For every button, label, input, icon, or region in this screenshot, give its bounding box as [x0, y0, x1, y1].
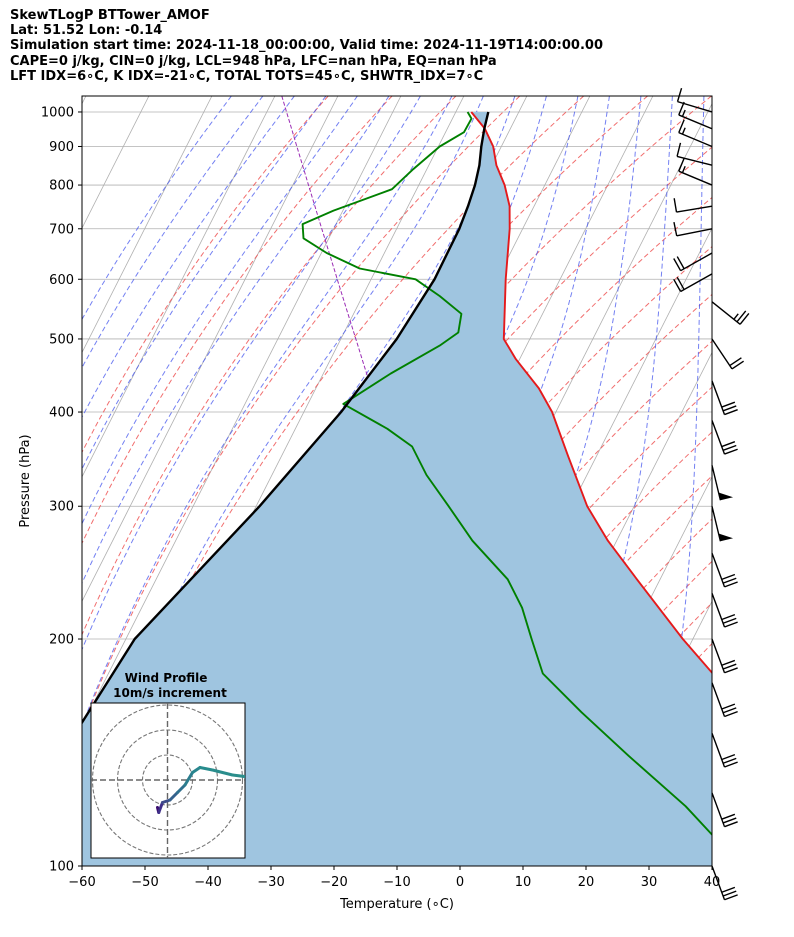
x-tick-label: −30 [257, 875, 284, 890]
x-tick-label: −20 [320, 875, 347, 890]
hodograph-segment [183, 771, 194, 787]
wind-barb [673, 252, 713, 272]
hodograph-segment [231, 773, 245, 779]
y-tick-label: 700 [49, 222, 74, 237]
wind-barbs [673, 88, 750, 901]
wind-barb [673, 221, 713, 237]
wind-barb [711, 638, 738, 674]
title-station: SkewTLogP BTTower_AMOF [10, 8, 210, 23]
hodograph-segment [168, 791, 179, 802]
cin-cape-fill [82, 112, 712, 866]
y-tick-label: 500 [49, 332, 74, 347]
dry-adiabat [82, 96, 521, 729]
wind-barb [711, 380, 738, 416]
x-axis-label: Temperature (∘C) [339, 897, 454, 912]
x-tick-label: 10 [515, 875, 532, 890]
wind-barb [678, 101, 713, 130]
isotherm [82, 96, 339, 603]
wind-barb [711, 338, 745, 370]
chart-title-block: SkewTLogP BTTower_AMOF Lat: 51.52 Lon: -… [10, 8, 603, 84]
moist-adiabat [82, 96, 358, 525]
isotherm [82, 96, 150, 229]
dry-adiabat [82, 96, 393, 545]
y-tick-label: 300 [49, 500, 74, 515]
y-tick-label: 400 [49, 406, 74, 421]
x-tick-label: −50 [131, 875, 158, 890]
y-tick-label: 800 [49, 179, 74, 194]
moist-adiabat [101, 96, 516, 866]
y-tick-label: 1000 [41, 105, 74, 120]
isotherm [82, 96, 87, 105]
y-axis: 1000 900 800 700 600 500 400 300 200 100 [41, 105, 82, 875]
wind-barb [678, 119, 713, 148]
moist-adiabat [82, 96, 295, 419]
x-tick-label: −40 [194, 875, 221, 890]
wind-barb [676, 88, 713, 113]
hodograph-segment [211, 768, 234, 777]
y-tick-label: 900 [49, 140, 74, 155]
inset-subtitle: 10m/s increment [113, 686, 227, 700]
moist-adiabat [628, 96, 705, 866]
moist-adiabat [82, 96, 327, 470]
wind-barb [678, 158, 713, 186]
moist-adiabat [82, 96, 421, 651]
isotherm [703, 849, 712, 866]
title-location: Lat: 51.52 Lon: -0.14 [10, 23, 163, 39]
moist-adiabat [82, 96, 453, 728]
y-axis-label: Pressure (hPa) [18, 434, 33, 527]
hodograph-segment [198, 766, 214, 772]
wind-barb [711, 552, 738, 588]
moist-adiabat [82, 96, 232, 321]
wind-barb [673, 198, 713, 213]
y-tick-label: 600 [49, 273, 74, 288]
hodograph-segment [176, 783, 187, 794]
x-tick-label: −60 [68, 875, 95, 890]
x-tick-label: 0 [456, 875, 464, 890]
dewpoint-line [301, 111, 712, 837]
wind-barb [676, 142, 713, 166]
y-tick-label: 100 [49, 860, 74, 875]
moist-adiabat [82, 96, 484, 819]
moist-adiabat [82, 96, 390, 585]
x-axis: −60 −50 −40 −30 −20 −10 0 10 20 30 40 [68, 866, 720, 890]
isotherm [82, 96, 213, 354]
parcel-line [82, 111, 490, 725]
x-tick-label: 20 [578, 875, 595, 890]
wind-barb [711, 732, 738, 768]
wind-barb [711, 593, 738, 628]
isotherm [82, 96, 276, 478]
x-tick-label: 40 [704, 875, 721, 890]
title-indices-line: LFT IDX=6∘C, K IDX=-21∘C, TOTAL TOTS=45∘… [10, 68, 484, 84]
moist-adiabat [82, 96, 264, 369]
hodograph-inset: Wind Profile 10m/s increment [90, 671, 246, 859]
wind-barb [711, 420, 738, 455]
wind-barb [711, 506, 734, 542]
stable-area-shading [82, 112, 712, 866]
wind-barb [711, 792, 738, 828]
wind-barb [711, 682, 738, 718]
wind-barb [711, 465, 734, 501]
hodograph-segment [191, 766, 202, 774]
wind-barb [711, 301, 750, 325]
hodograph-segment [157, 801, 164, 814]
profile-lines [82, 111, 712, 837]
title-cape-line: CAPE=0 j/kg, CIN=0 j/kg, LCL=948 hPa, LF… [10, 53, 497, 69]
inset-title: Wind Profile [125, 671, 208, 685]
title-times: Simulation start time: 2024-11-18_00:00:… [10, 38, 603, 54]
wind-barb [673, 273, 713, 293]
y-tick-label: 200 [49, 633, 74, 648]
x-tick-label: 30 [641, 875, 658, 890]
wind-barb [711, 865, 738, 901]
temperature-line [470, 111, 712, 675]
x-tick-label: −10 [383, 875, 410, 890]
